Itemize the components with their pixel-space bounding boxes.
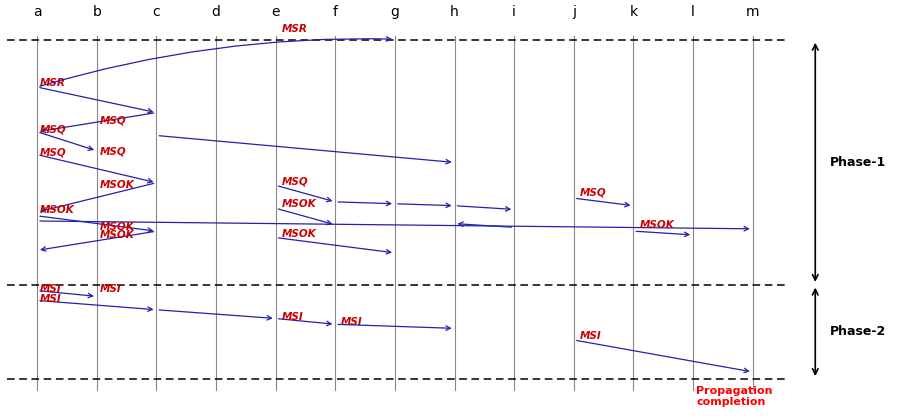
Text: MSQ: MSQ <box>41 125 67 135</box>
Text: MSOK: MSOK <box>639 220 674 230</box>
Text: MSR: MSR <box>282 24 308 34</box>
Text: MSOK: MSOK <box>282 199 317 209</box>
Text: Phase-2: Phase-2 <box>830 325 886 338</box>
Text: MSI: MSI <box>579 331 601 341</box>
Text: MSQ: MSQ <box>99 115 126 125</box>
Text: MSOK: MSOK <box>99 222 134 232</box>
Text: MSOK: MSOK <box>41 205 75 215</box>
Text: b: b <box>92 5 101 19</box>
Text: j: j <box>572 5 576 19</box>
Text: MSOK: MSOK <box>282 229 317 239</box>
Text: a: a <box>33 5 41 19</box>
Text: f: f <box>332 5 338 19</box>
Text: MSQ: MSQ <box>282 176 309 186</box>
Text: e: e <box>272 5 280 19</box>
Text: l: l <box>691 5 695 19</box>
Text: g: g <box>391 5 400 19</box>
Text: MSOK: MSOK <box>99 230 134 240</box>
Text: Phase-1: Phase-1 <box>830 156 886 169</box>
Text: MSQ: MSQ <box>99 146 126 156</box>
Text: MSI: MSI <box>41 293 62 303</box>
Text: Propagation
completion: Propagation completion <box>696 386 773 407</box>
Text: h: h <box>450 5 459 19</box>
Text: d: d <box>212 5 220 19</box>
Text: MSR: MSR <box>41 78 66 87</box>
Text: MSI: MSI <box>41 284 62 294</box>
Text: i: i <box>512 5 516 19</box>
Text: MSI: MSI <box>282 311 303 321</box>
Text: MSQ: MSQ <box>41 148 67 158</box>
Text: m: m <box>746 5 760 19</box>
Text: k: k <box>629 5 637 19</box>
Text: MSI: MSI <box>342 317 363 327</box>
Text: MSOK: MSOK <box>99 180 134 190</box>
Text: c: c <box>153 5 160 19</box>
Text: MSI: MSI <box>99 284 122 294</box>
Text: MSQ: MSQ <box>579 188 607 197</box>
